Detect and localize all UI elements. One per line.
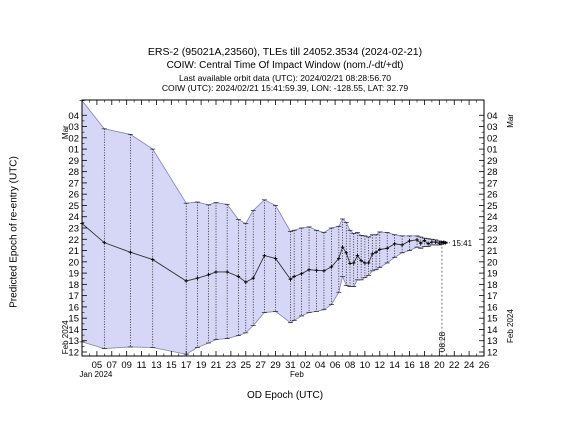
y-tick-label-right: 25 bbox=[487, 201, 498, 212]
x-tick-label: 10 bbox=[360, 360, 371, 371]
y-tick-label-left: 13 bbox=[68, 336, 79, 347]
y-tick-label-left: 02 bbox=[68, 133, 79, 144]
y-tick-label-left: 24 bbox=[68, 212, 79, 223]
y-tick-label-right: 15 bbox=[487, 314, 498, 325]
y-tick-label-right: 18 bbox=[487, 280, 498, 291]
y-tick-label-right: 16 bbox=[487, 302, 498, 313]
y-tick-label-right: 13 bbox=[487, 336, 498, 347]
y-tick-label-right: 27 bbox=[487, 178, 498, 189]
y-tick-label-right: 21 bbox=[487, 246, 498, 257]
x-tick-label: 27 bbox=[255, 360, 266, 371]
last-data-time-label: 08:28 bbox=[438, 331, 447, 352]
x-tick-label: 21 bbox=[211, 360, 222, 371]
y-month-label-feb-left: Feb 2024 bbox=[61, 320, 70, 354]
orbit-data-info: Last available orbit data (UTC): 2024/02… bbox=[178, 73, 392, 83]
y-tick-label-left: 16 bbox=[68, 302, 79, 313]
y-tick-label-left: 03 bbox=[68, 122, 79, 133]
x-month-label: Feb bbox=[290, 370, 304, 379]
y-tick-label-left: 12 bbox=[68, 348, 79, 359]
y-tick-label-right: 17 bbox=[487, 291, 498, 302]
y-tick-label-right: 28 bbox=[487, 167, 498, 178]
y-tick-label-left: 15 bbox=[68, 314, 79, 325]
y-tick-label-left: 23 bbox=[68, 224, 79, 235]
x-tick-label: 22 bbox=[449, 360, 460, 371]
y-tick-label-left: 25 bbox=[68, 201, 79, 212]
y-tick-label-right: 04 bbox=[487, 111, 498, 122]
x-tick-label: 20 bbox=[434, 360, 445, 371]
x-tick-label: 13 bbox=[151, 360, 162, 371]
x-tick-label: 19 bbox=[196, 360, 207, 371]
y-tick-label-right: 03 bbox=[487, 122, 498, 133]
y-tick-label-right: 19 bbox=[487, 269, 498, 280]
x-tick-label: 25 bbox=[240, 360, 251, 371]
y-tick-label-right: 14 bbox=[487, 325, 498, 336]
y-tick-label-right: 24 bbox=[487, 212, 498, 223]
y-tick-label-left: 28 bbox=[68, 167, 79, 178]
y-tick-label-right: 01 bbox=[487, 145, 498, 156]
x-tick-label: 02 bbox=[300, 360, 311, 371]
x-tick-label: 16 bbox=[404, 360, 415, 371]
y-tick-label-right: 02 bbox=[487, 133, 498, 144]
coiw-info: COIW (UTC): 2024/02/21 15:41:59.39, LON:… bbox=[161, 83, 409, 93]
y-tick-label-right: 29 bbox=[487, 156, 498, 167]
y-tick-label-left: 22 bbox=[68, 235, 79, 246]
coiw-time-label: 15:41 bbox=[452, 239, 473, 248]
y-month-label-mar-right: Mar bbox=[506, 114, 515, 128]
y-tick-label-right: 26 bbox=[487, 190, 498, 201]
y-month-label-mar-left: Mar bbox=[61, 125, 70, 139]
x-month-label: Jan 2024 bbox=[79, 370, 112, 379]
x-tick-label: 24 bbox=[464, 360, 475, 371]
x-tick-label: 04 bbox=[315, 360, 326, 371]
y-tick-label-right: 22 bbox=[487, 235, 498, 246]
y-tick-label-left: 27 bbox=[68, 178, 79, 189]
x-tick-label: 09 bbox=[121, 360, 132, 371]
x-tick-label: 07 bbox=[106, 360, 117, 371]
x-tick-label: 26 bbox=[479, 360, 490, 371]
x-tick-label: 31 bbox=[285, 360, 296, 371]
y-tick-label-left: 26 bbox=[68, 190, 79, 201]
y-tick-label-right: 12 bbox=[487, 348, 498, 359]
x-tick-label: 05 bbox=[92, 360, 103, 371]
chart-subtitle: COIW: Central Time Of Impact Window (nom… bbox=[166, 60, 404, 71]
x-axis-label: OD Epoch (UTC) bbox=[246, 390, 324, 401]
x-tick-label: 23 bbox=[226, 360, 237, 371]
y-month-label-feb-right: Feb 2024 bbox=[506, 309, 515, 343]
x-tick-label: 14 bbox=[389, 360, 400, 371]
y-tick-label-left: 19 bbox=[68, 269, 79, 280]
y-tick-label-left: 18 bbox=[68, 280, 79, 291]
y-tick-label-left: 20 bbox=[68, 257, 79, 268]
y-tick-label-right: 23 bbox=[487, 224, 498, 235]
y-tick-label-left: 21 bbox=[68, 246, 79, 257]
x-tick-label: 17 bbox=[181, 360, 192, 371]
y-tick-label-left: 01 bbox=[68, 145, 79, 156]
y-tick-label-right: 20 bbox=[487, 257, 498, 268]
x-tick-label: 12 bbox=[374, 360, 385, 371]
y-tick-label-left: 14 bbox=[68, 325, 79, 336]
y-tick-label-left: 29 bbox=[68, 156, 79, 167]
chart-title: ERS-2 (95021A,23560), TLEs till 24052.35… bbox=[147, 46, 423, 58]
y-tick-label-left: 04 bbox=[68, 111, 79, 122]
x-tick-label: 11 bbox=[137, 360, 147, 371]
x-tick-label: 08 bbox=[345, 360, 356, 371]
impact-window-band bbox=[82, 100, 446, 355]
x-tick-label: 06 bbox=[330, 360, 341, 371]
x-tick-label: 15 bbox=[166, 360, 177, 371]
y-tick-label-left: 17 bbox=[68, 291, 79, 302]
x-tick-label: 29 bbox=[270, 360, 281, 371]
x-tick-label: 18 bbox=[419, 360, 430, 371]
